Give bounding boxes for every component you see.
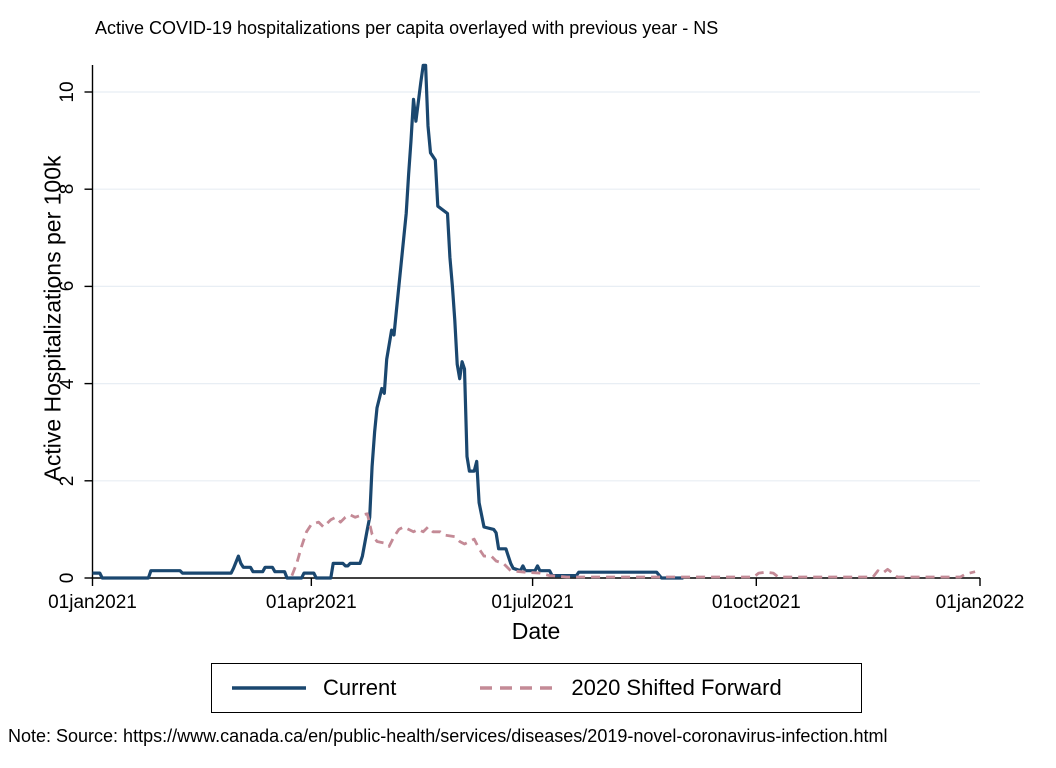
y-tick-label: 4 — [57, 378, 78, 389]
chart-title: Active COVID-19 hospitalizations per cap… — [95, 18, 719, 38]
shifted-series-line — [290, 512, 976, 579]
current-series-line — [92, 63, 684, 580]
x-axis-title: Date — [511, 618, 561, 644]
x-tick-label: 01jan2022 — [935, 592, 1025, 613]
y-tick-label: 10 — [57, 81, 78, 103]
legend-label-shifted: 2020 Shifted Forward — [571, 675, 782, 700]
current-line-sample-icon — [232, 686, 306, 690]
x-tick-label: 01oct2021 — [711, 592, 801, 613]
legend-item-current: Current — [230, 675, 396, 701]
y-tick-label: 8 — [57, 183, 78, 195]
x-tick-label: 01jan2021 — [48, 592, 137, 613]
y-tick-label: 6 — [57, 281, 78, 292]
legend-label-current: Current — [323, 675, 397, 700]
x-tick-label: 01apr2021 — [265, 592, 357, 613]
shifted-line-sample-icon — [480, 686, 555, 690]
plot-area — [84, 63, 981, 586]
x-tick-label: 01jul2021 — [491, 592, 574, 613]
y-tick-label: 2 — [57, 475, 78, 487]
legend-item-shifted: 2020 Shifted Forward — [478, 675, 782, 701]
source-note: Note: Source: https://www.canada.ca/en/p… — [8, 726, 888, 746]
legend: Current 2020 Shifted Forward — [211, 663, 862, 713]
